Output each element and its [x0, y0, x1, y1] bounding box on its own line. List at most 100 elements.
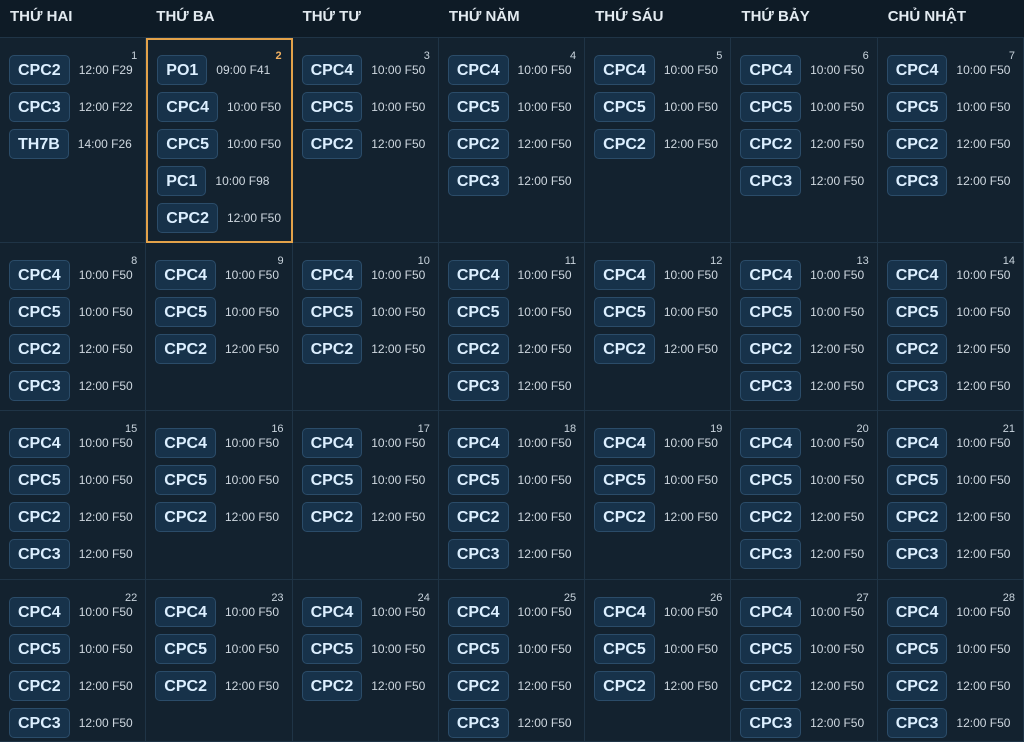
event[interactable]: CPC5 10:00 F50	[301, 634, 438, 664]
event[interactable]: CPC4 10:00 F50	[886, 260, 1023, 290]
event[interactable]: CPC4 10:00 F50	[886, 428, 1023, 458]
event[interactable]: CPC3 12:00 F50	[740, 371, 876, 401]
event[interactable]: CPC2 12:00 F50	[9, 502, 145, 532]
event[interactable]: CPC3 12:00 F50	[740, 708, 876, 738]
event[interactable]: CPC5 10:00 F50	[9, 465, 145, 495]
event[interactable]: CPC4 10:00 F50	[9, 260, 145, 290]
event[interactable]: CPC4 10:00 F50	[157, 92, 290, 122]
event[interactable]: CPC4 10:00 F50	[155, 597, 291, 627]
day-cell[interactable]: 12 CPC4 10:00 F50 CPC5 10:00 F50 CPC2 12:00 F5…	[585, 243, 732, 411]
day-cell[interactable]: 25 CPC4 10:00 F50 CPC5 10:00 F50 CPC2 12:00 F5…	[438, 580, 586, 742]
day-cell[interactable]: 14 CPC4 10:00 F50 CPC5 10:00 F50 CPC2 12:00 F5…	[877, 243, 1024, 411]
event[interactable]: CPC5 10:00 F50	[447, 465, 584, 495]
event[interactable]: TH7B 14:00 F26	[9, 129, 145, 159]
event[interactable]: CPC5 10:00 F50	[886, 92, 1023, 122]
event[interactable]: CPC5 10:00 F50	[9, 297, 145, 327]
event[interactable]: CPC2 12:00 F50	[301, 334, 438, 364]
day-cell[interactable]: 23 CPC4 10:00 F50 CPC5 10:00 F50 CPC2 12:00 F5…	[146, 580, 293, 742]
event[interactable]: CPC2 12:00 F50	[301, 671, 438, 701]
event[interactable]: CPC5 10:00 F50	[447, 297, 584, 327]
event[interactable]: CPC3 12:00 F50	[447, 708, 584, 738]
day-cell[interactable]: 21 CPC4 10:00 F50 CPC5 10:00 F50 CPC2 12:00 F5…	[877, 411, 1024, 580]
event[interactable]: CPC2 12:00 F50	[301, 129, 438, 159]
day-cell[interactable]: 6 CPC4 10:00 F50 CPC5 10:00 F50 CPC2 12:00 F50…	[731, 38, 878, 243]
event[interactable]: CPC5 10:00 F50	[594, 92, 730, 122]
event[interactable]: CPC5 10:00 F50	[301, 297, 438, 327]
day-cell[interactable]: 8 CPC4 10:00 F50 CPC5 10:00 F50 CPC2 12:00 F50…	[0, 243, 147, 411]
day-cell[interactable]: 28 CPC4 10:00 F50 CPC5 10:00 F50 CPC2 12:00 F5…	[877, 580, 1024, 742]
event[interactable]: CPC4 10:00 F50	[594, 55, 730, 85]
day-cell[interactable]: 15 CPC4 10:00 F50 CPC5 10:00 F50 CPC2 12:00 F5…	[0, 411, 147, 580]
event[interactable]: PO1 09:00 F41	[157, 55, 290, 85]
event[interactable]: CPC2 12:00 F50	[155, 502, 291, 532]
event[interactable]: CPC2 12:00 F50	[594, 502, 730, 532]
event[interactable]: CPC2 12:00 F50	[740, 502, 876, 532]
day-cell[interactable]: 26 CPC4 10:00 F50 CPC5 10:00 F50 CPC2 12:00 F5…	[585, 580, 732, 742]
event[interactable]: CPC2 12:00 F29	[9, 55, 145, 85]
event[interactable]: CPC5 10:00 F50	[740, 297, 876, 327]
day-cell[interactable]: 24 CPC4 10:00 F50 CPC5 10:00 F50 CPC2 12:00 F5…	[292, 580, 439, 742]
event[interactable]: CPC5 10:00 F50	[155, 465, 291, 495]
day-cell[interactable]: 2 PO1 09:00 F41 CPC4 10:00 F50 CPC5 10:00 F50 P…	[146, 38, 293, 243]
day-cell[interactable]: 17 CPC4 10:00 F50 CPC5 10:00 F50 CPC2 12:00 F5…	[292, 411, 439, 580]
event[interactable]: CPC2 12:00 F50	[447, 129, 584, 159]
event[interactable]: CPC3 12:00 F50	[886, 166, 1023, 196]
event[interactable]: CPC2 12:00 F50	[447, 502, 584, 532]
event[interactable]: CPC2 12:00 F50	[886, 334, 1023, 364]
event[interactable]: CPC3 12:00 F50	[447, 166, 584, 196]
event[interactable]: PC1 10:00 F98	[157, 166, 290, 196]
event[interactable]: CPC4 10:00 F50	[594, 428, 730, 458]
event[interactable]: CPC4 10:00 F50	[447, 428, 584, 458]
event[interactable]: CPC5 10:00 F50	[155, 634, 291, 664]
event[interactable]: CPC5 10:00 F50	[301, 92, 438, 122]
event[interactable]: CPC2 12:00 F50	[9, 334, 145, 364]
event[interactable]: CPC2 12:00 F50	[594, 671, 730, 701]
event[interactable]: CPC2 12:00 F50	[740, 129, 876, 159]
event[interactable]: CPC5 10:00 F50	[886, 634, 1023, 664]
event[interactable]: CPC2 12:00 F50	[157, 203, 290, 233]
event[interactable]: CPC5 10:00 F50	[886, 465, 1023, 495]
event[interactable]: CPC4 10:00 F50	[740, 260, 876, 290]
event[interactable]: CPC5 10:00 F50	[447, 92, 584, 122]
event[interactable]: CPC5 10:00 F50	[740, 92, 876, 122]
event[interactable]: CPC3 12:00 F50	[447, 371, 584, 401]
day-cell[interactable]: 13 CPC4 10:00 F50 CPC5 10:00 F50 CPC2 12:00 F5…	[731, 243, 878, 411]
event[interactable]: CPC5 10:00 F50	[301, 465, 438, 495]
event[interactable]: CPC4 10:00 F50	[9, 597, 145, 627]
day-cell[interactable]: 9 CPC4 10:00 F50 CPC5 10:00 F50 CPC2 12:00 F50	[146, 243, 293, 411]
day-cell[interactable]: 27 CPC4 10:00 F50 CPC5 10:00 F50 CPC2 12:00 F5…	[731, 580, 878, 742]
event[interactable]: CPC3 12:00 F22	[9, 92, 145, 122]
day-cell[interactable]: 10 CPC4 10:00 F50 CPC5 10:00 F50 CPC2 12:00 F5…	[292, 243, 439, 411]
day-cell[interactable]: 20 CPC4 10:00 F50 CPC5 10:00 F50 CPC2 12:00 F5…	[731, 411, 878, 580]
event[interactable]: CPC5 10:00 F50	[740, 634, 876, 664]
day-cell[interactable]: 19 CPC4 10:00 F50 CPC5 10:00 F50 CPC2 12:00 F5…	[585, 411, 732, 580]
event[interactable]: CPC5 10:00 F50	[594, 465, 730, 495]
day-cell[interactable]: 5 CPC4 10:00 F50 CPC5 10:00 F50 CPC2 12:00 F50	[585, 38, 732, 243]
event[interactable]: CPC3 12:00 F50	[9, 371, 145, 401]
day-cell[interactable]: 1 CPC2 12:00 F29 CPC3 12:00 F22 TH7B 14:00 F26	[0, 38, 147, 243]
event[interactable]: CPC4 10:00 F50	[740, 55, 876, 85]
event[interactable]: CPC2 12:00 F50	[9, 671, 145, 701]
event[interactable]: CPC3 12:00 F50	[740, 166, 876, 196]
event[interactable]: CPC2 12:00 F50	[155, 334, 291, 364]
event[interactable]: CPC2 12:00 F50	[886, 502, 1023, 532]
event[interactable]: CPC4 10:00 F50	[447, 597, 584, 627]
event[interactable]: CPC3 12:00 F50	[9, 539, 145, 569]
event[interactable]: CPC5 10:00 F50	[740, 465, 876, 495]
event[interactable]: CPC2 12:00 F50	[447, 671, 584, 701]
event[interactable]: CPC4 10:00 F50	[301, 428, 438, 458]
event[interactable]: CPC3 12:00 F50	[886, 708, 1023, 738]
event[interactable]: CPC5 10:00 F50	[447, 634, 584, 664]
event[interactable]: CPC3 12:00 F50	[740, 539, 876, 569]
event[interactable]: CPC2 12:00 F50	[447, 334, 584, 364]
event[interactable]: CPC4 10:00 F50	[301, 260, 438, 290]
event[interactable]: CPC4 10:00 F50	[886, 55, 1023, 85]
event[interactable]: CPC5 10:00 F50	[594, 297, 730, 327]
event[interactable]: CPC3 12:00 F50	[9, 708, 145, 738]
event[interactable]: CPC3 12:00 F50	[447, 539, 584, 569]
event[interactable]: CPC2 12:00 F50	[886, 671, 1023, 701]
event[interactable]: CPC5 10:00 F50	[155, 297, 291, 327]
event[interactable]: CPC3 12:00 F50	[886, 539, 1023, 569]
day-cell[interactable]: 22 CPC4 10:00 F50 CPC5 10:00 F50 CPC2 12:00 F5…	[0, 580, 147, 742]
event[interactable]: CPC5 10:00 F50	[9, 634, 145, 664]
